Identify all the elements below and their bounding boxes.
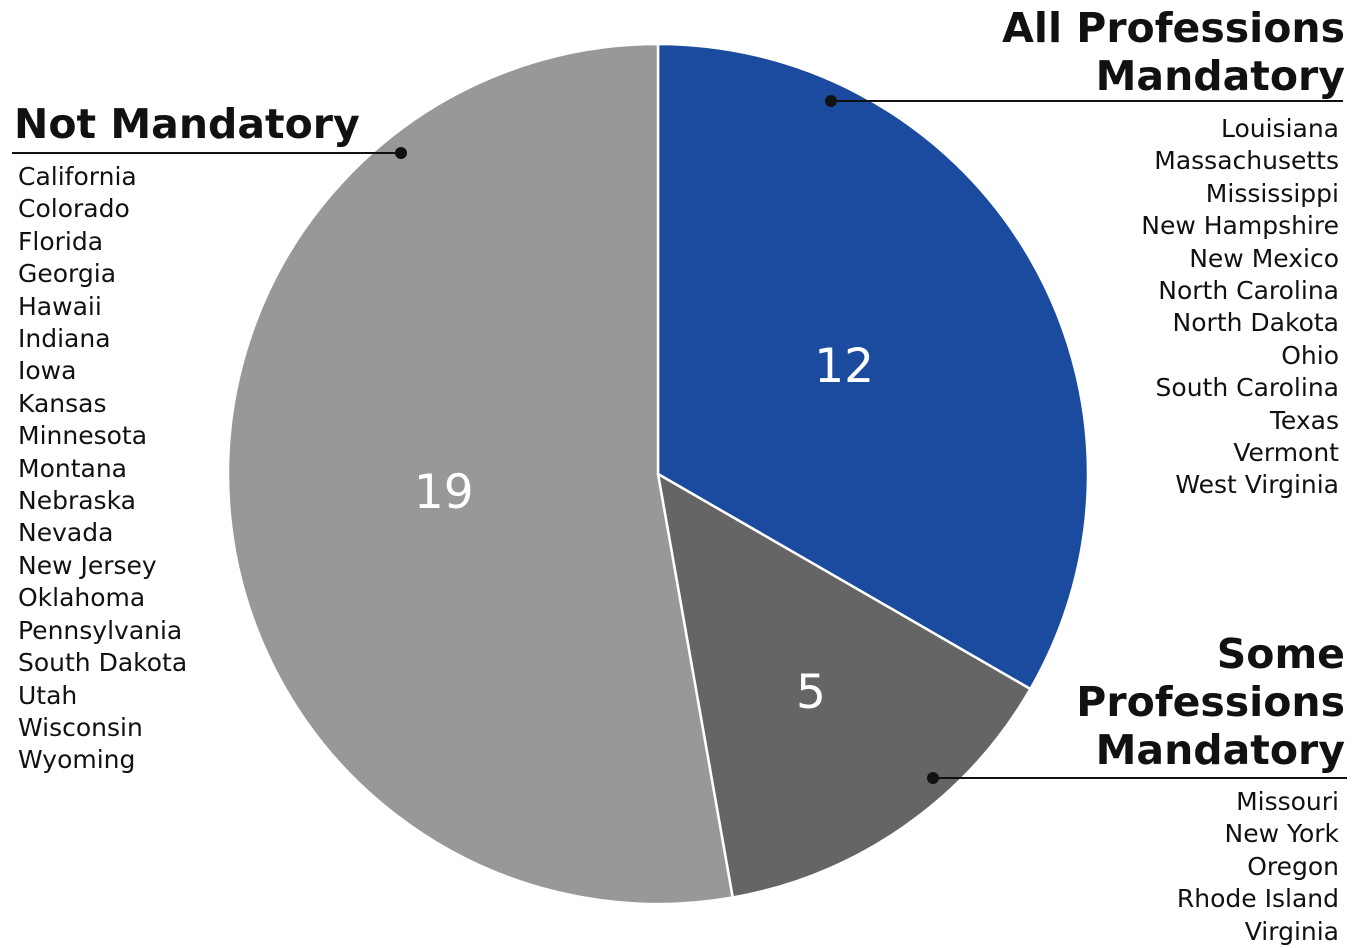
- state-list-item: Florida: [18, 226, 104, 256]
- leader-dot-all: [825, 95, 837, 107]
- state-list-item: Oklahoma: [18, 583, 146, 613]
- state-list-item: Louisiana: [1220, 114, 1339, 143]
- leader-dot-some: [927, 772, 939, 784]
- state-list-item: Rhode Island: [1176, 884, 1339, 914]
- legend-title-line: Some: [1216, 630, 1345, 678]
- state-list-item: North Carolina: [1158, 276, 1339, 306]
- state-list-all-professions-mandatory: Louisiana Massachusetts Mississippi New Ham…: [1039, 113, 1339, 502]
- state-list-item: South Dakota: [18, 648, 188, 678]
- legend-title-line: Not Mandatory: [14, 100, 360, 148]
- state-list-item: Utah: [18, 680, 78, 710]
- state-list-item: Oregon: [1247, 851, 1339, 881]
- state-list-item: Texas: [1269, 405, 1339, 435]
- state-list-item: Nevada: [18, 518, 114, 548]
- legend-title-all-professions-mandatory: All Professions Mandatory: [925, 4, 1345, 100]
- state-list-item: New York: [1224, 819, 1339, 849]
- slice-value-label-some: 5: [796, 665, 826, 720]
- state-list-not-mandatory: California Colorado Florida Georgia Hawaii In…: [18, 161, 187, 777]
- state-list-some-professions-mandatory: Missouri New York Oregon Rhode Island Virgin…: [1039, 786, 1339, 948]
- legend-title-line: Mandatory: [1095, 726, 1345, 774]
- state-list-item: Iowa: [18, 356, 77, 386]
- leader-lines: [12, 95, 1347, 784]
- pie-slice-some: [656, 471, 1033, 899]
- state-list-item: Kansas: [18, 388, 107, 418]
- state-list-item: Ohio: [1281, 340, 1339, 370]
- state-list-item: Indiana: [18, 324, 111, 354]
- leader-dot-not: [395, 147, 407, 159]
- state-list-item: Hawaii: [18, 291, 102, 321]
- state-list-item: Nebraska: [18, 486, 136, 516]
- legend-title-line: Professions: [1076, 678, 1345, 726]
- state-list-item: Vermont: [1233, 438, 1339, 468]
- state-list-item: Pennsylvania: [18, 615, 183, 645]
- state-list-item: New Jersey: [18, 550, 157, 580]
- legend-title-not-mandatory: Not Mandatory: [14, 100, 360, 148]
- state-list-item: California: [18, 162, 137, 191]
- legend-title-some-professions-mandatory: Some Professions Mandatory: [1025, 630, 1345, 774]
- slice-value-labels: 12 5 19: [414, 339, 874, 720]
- state-list-item: Mississippi: [1205, 178, 1339, 208]
- state-list-item: Wisconsin: [18, 712, 143, 742]
- state-list-item: Colorado: [18, 194, 130, 224]
- pie-slice-not: [226, 42, 735, 906]
- state-list-item: Georgia: [18, 259, 117, 289]
- pie-slices: [226, 42, 1090, 906]
- pie-slice-all: [656, 42, 1090, 691]
- state-list-item: Wyoming: [18, 745, 136, 775]
- state-list-item: South Carolina: [1155, 373, 1339, 403]
- legend-title-line: Mandatory: [1095, 52, 1345, 100]
- state-list-item: West Virginia: [1175, 470, 1339, 500]
- state-list-item: Missouri: [1236, 787, 1339, 816]
- state-list-item: Massachusetts: [1154, 146, 1339, 176]
- slice-value-label-all: 12: [814, 339, 874, 394]
- state-list-item: Montana: [18, 453, 127, 483]
- state-list-item: New Mexico: [1189, 243, 1339, 273]
- legend-title-line: All Professions: [1002, 4, 1345, 52]
- state-list-item: Minnesota: [18, 421, 148, 451]
- state-list-item: North Dakota: [1172, 308, 1339, 338]
- state-list-item: New Hampshire: [1141, 211, 1339, 241]
- slice-value-label-not: 19: [414, 465, 474, 520]
- state-list-item: Virginia: [1244, 916, 1339, 946]
